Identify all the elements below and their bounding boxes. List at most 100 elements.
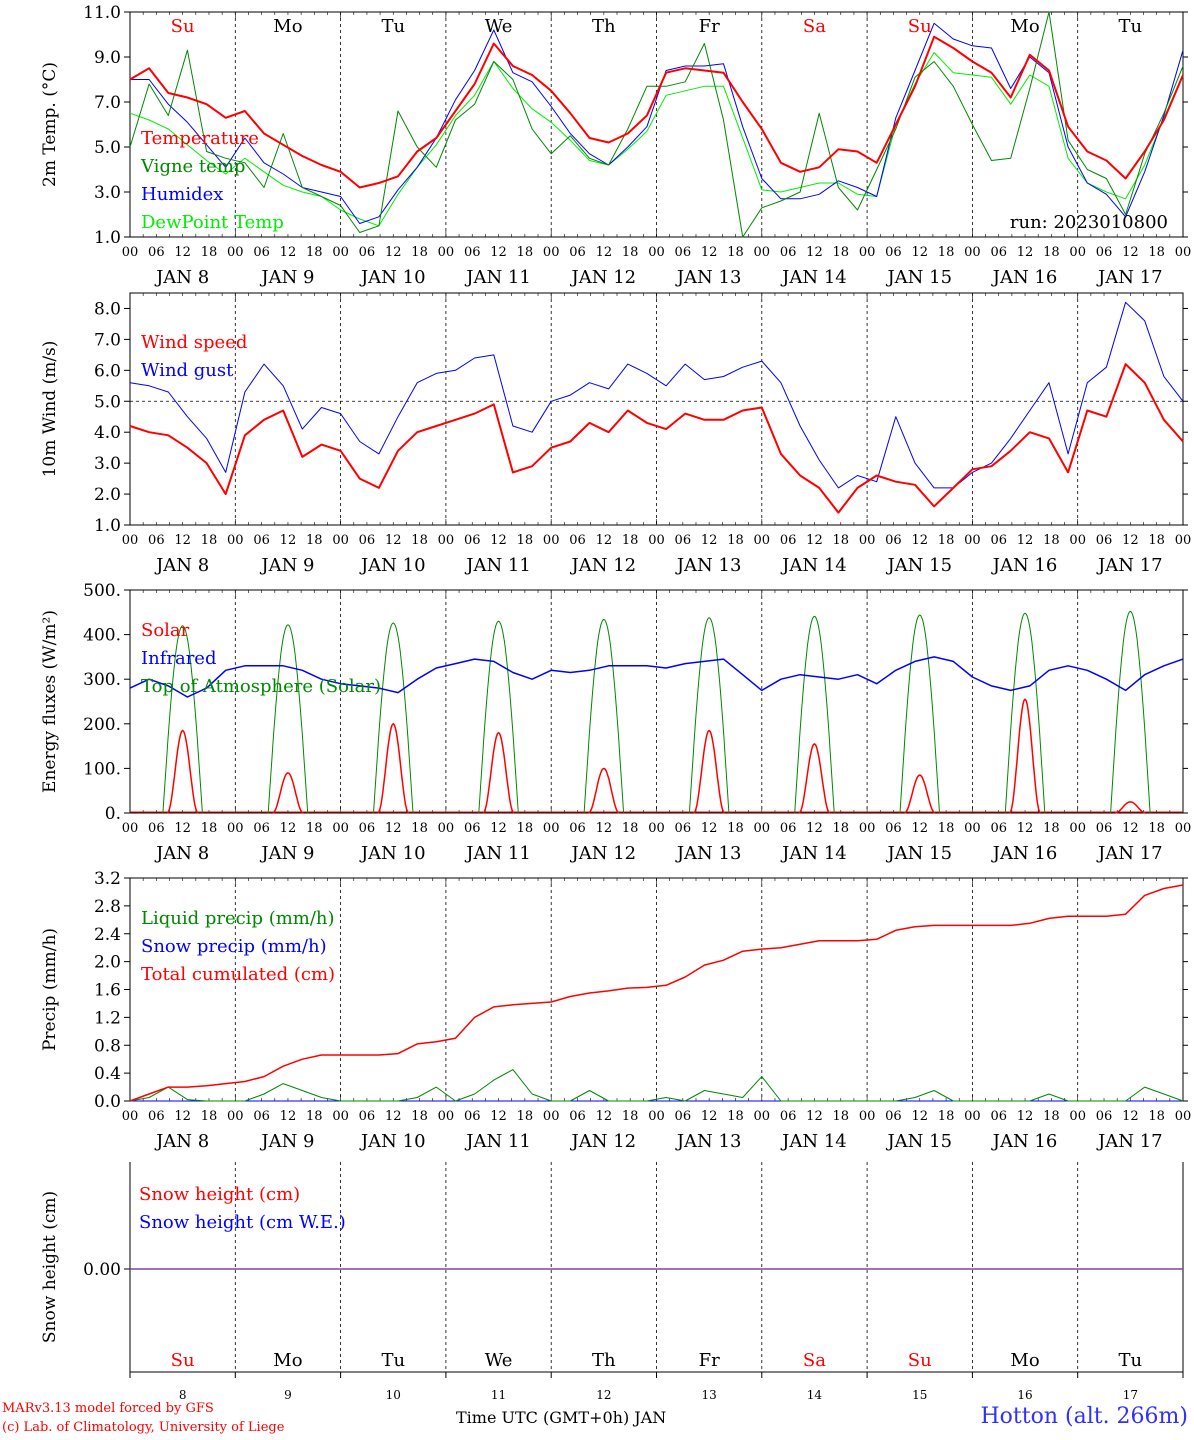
energy-hour-tick: 00 bbox=[859, 821, 876, 836]
wind-hour-tick: 12 bbox=[490, 533, 507, 548]
wind-hour-tick: 12 bbox=[174, 533, 191, 548]
energy-ytick-label: 400. bbox=[83, 626, 121, 646]
temp-weekday-label: Su bbox=[908, 16, 932, 37]
wind-ytick-label: 8.0 bbox=[94, 299, 121, 319]
x-axis-title: Time UTC (GMT+0h) JAN bbox=[456, 1408, 667, 1427]
precip-date-label: JAN 15 bbox=[885, 1131, 952, 1152]
wind-date-label: JAN 11 bbox=[464, 555, 531, 576]
energy-date-label: JAN 14 bbox=[780, 843, 847, 864]
wind-hour-tick: 06 bbox=[464, 533, 481, 548]
precip-hour-tick: 18 bbox=[517, 1109, 534, 1124]
precip-hour-tick: 00 bbox=[122, 1109, 139, 1124]
temp-run-label: run: 2023010800 bbox=[1010, 212, 1168, 233]
wind-date-label: JAN 17 bbox=[1096, 555, 1163, 576]
wind-hour-tick: 00 bbox=[438, 533, 455, 548]
energy-date-label: JAN 17 bbox=[1096, 843, 1163, 864]
model-credit: MARv3.13 model forced by GFS bbox=[2, 1401, 214, 1416]
energy-hour-tick: 12 bbox=[490, 821, 507, 836]
temp-hour-tick: 12 bbox=[596, 245, 613, 260]
precip-hour-tick: 00 bbox=[648, 1109, 665, 1124]
precip-hour-tick: 18 bbox=[1148, 1109, 1165, 1124]
precip-hour-tick: 12 bbox=[1122, 1109, 1139, 1124]
precip-hour-tick: 00 bbox=[438, 1109, 455, 1124]
energy-hour-tick: 18 bbox=[1148, 821, 1165, 836]
temp-hour-tick: 18 bbox=[1043, 245, 1060, 260]
precip-hour-tick: 06 bbox=[885, 1109, 902, 1124]
precip-hour-tick: 00 bbox=[1069, 1109, 1086, 1124]
snow-day-number: 16 bbox=[1017, 1388, 1032, 1402]
temp-date-label: JAN 15 bbox=[885, 267, 952, 288]
energy-frame bbox=[129, 589, 1184, 814]
temp-weekday-label: Tu bbox=[381, 16, 405, 37]
precip-legend-1: Snow precip (mm/h) bbox=[141, 936, 327, 957]
precip-date-label: JAN 11 bbox=[464, 1131, 531, 1152]
temp-hour-tick: 06 bbox=[569, 245, 586, 260]
temp-hour-tick: 18 bbox=[727, 245, 744, 260]
precip-hour-tick: 18 bbox=[622, 1109, 639, 1124]
energy-hour-tick: 12 bbox=[280, 821, 297, 836]
precip-hour-tick: 00 bbox=[332, 1109, 349, 1124]
temp-date-label: JAN 9 bbox=[259, 267, 314, 288]
temp-hour-tick: 06 bbox=[359, 245, 376, 260]
temp-series-line-2 bbox=[130, 22, 1184, 224]
lab-credit: (c) Lab. of Climatology, University of L… bbox=[2, 1420, 285, 1435]
wind-hour-tick: 00 bbox=[859, 533, 876, 548]
energy-hour-tick: 06 bbox=[253, 821, 270, 836]
snow-ytick-label: 0.00 bbox=[83, 1260, 121, 1280]
snow-day-number: 14 bbox=[807, 1388, 823, 1402]
energy-hour-tick: 12 bbox=[596, 821, 613, 836]
energy-date-label: JAN 13 bbox=[675, 843, 742, 864]
precip-hour-tick: 18 bbox=[938, 1109, 955, 1124]
wind-date-label: JAN 14 bbox=[780, 555, 847, 576]
energy-hour-tick: 00 bbox=[1069, 821, 1086, 836]
temp-weekday-label: Mo bbox=[273, 16, 302, 37]
precip-hour-tick: 00 bbox=[859, 1109, 876, 1124]
wind-hour-tick: 06 bbox=[675, 533, 692, 548]
wind-hour-tick: 00 bbox=[754, 533, 771, 548]
precip-hour-tick: 12 bbox=[174, 1109, 191, 1124]
energy-hour-tick: 12 bbox=[1122, 821, 1139, 836]
snow-day-number: 15 bbox=[912, 1388, 927, 1402]
energy-solar-curve bbox=[904, 774, 936, 814]
temp-hour-tick: 00 bbox=[754, 245, 771, 260]
energy-legend-1: Infrared bbox=[141, 648, 216, 669]
wind-hour-tick: 12 bbox=[1122, 533, 1139, 548]
temp-hour-tick: 18 bbox=[201, 245, 218, 260]
wind-date-label: JAN 8 bbox=[154, 555, 209, 576]
wind-series-line-1 bbox=[129, 301, 1184, 489]
wind-hour-tick: 18 bbox=[622, 533, 639, 548]
wind-hour-tick: 18 bbox=[1043, 533, 1060, 548]
wind-hour-tick: 12 bbox=[806, 533, 823, 548]
temp-hour-tick: 18 bbox=[411, 245, 428, 260]
precip-date-label: JAN 10 bbox=[359, 1131, 426, 1152]
energy-solar-curve bbox=[482, 731, 515, 814]
temp-hour-tick: 06 bbox=[1096, 245, 1113, 260]
snow-day-number: 13 bbox=[702, 1388, 717, 1402]
temp-hour-tick: 00 bbox=[227, 245, 244, 260]
temp-weekday-label: Fr bbox=[699, 16, 720, 37]
temp-series-line-3 bbox=[129, 52, 1184, 227]
energy-hour-tick: 18 bbox=[1043, 821, 1060, 836]
precip-hour-tick: 18 bbox=[411, 1109, 428, 1124]
precip-date-label: JAN 8 bbox=[154, 1131, 209, 1152]
energy-legend-0: Solar bbox=[141, 620, 190, 641]
wind-hour-tick-end: 00 bbox=[1175, 533, 1192, 548]
wind-hour-tick: 06 bbox=[148, 533, 165, 548]
energy-toa-curve bbox=[1004, 612, 1046, 814]
temp-hour-tick: 12 bbox=[911, 245, 928, 260]
precip-hour-tick: 00 bbox=[964, 1109, 981, 1124]
energy-solar-curve bbox=[693, 729, 726, 814]
precip-date-label: JAN 9 bbox=[259, 1131, 314, 1152]
snow-weekday-label: Th bbox=[592, 1350, 616, 1371]
temp-hour-tick: 12 bbox=[701, 245, 718, 260]
temp-hour-tick: 18 bbox=[306, 245, 323, 260]
temp-hour-tick: 00 bbox=[1069, 245, 1086, 260]
energy-toa-curve bbox=[478, 620, 519, 814]
temp-legend-1: Vigne temp bbox=[140, 156, 245, 177]
energy-hour-tick: 00 bbox=[122, 821, 139, 836]
energy-solar-curve bbox=[377, 722, 410, 814]
precip-ytick-label: 1.6 bbox=[94, 981, 121, 1001]
temp-ytick-label: 9.0 bbox=[94, 48, 121, 68]
temp-hour-tick: 06 bbox=[464, 245, 481, 260]
energy-hour-tick: 12 bbox=[701, 821, 718, 836]
